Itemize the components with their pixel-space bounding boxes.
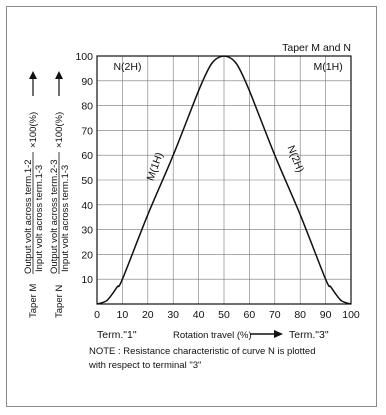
y-tick-label: 90 (81, 76, 93, 88)
y-tick-label: 100 (75, 51, 93, 63)
note-line-1: NOTE : Resistance characteristic of curv… (89, 346, 316, 357)
x-tick-label: 0 (94, 309, 100, 321)
y-label-m-arrow-icon (29, 71, 37, 79)
x-tick-label: 90 (320, 309, 332, 321)
x-tick-label: 40 (193, 309, 205, 321)
y-label-m-prefix: Taper M (28, 284, 39, 318)
y-label-n: Taper N Output volt across term.2-3 Inpu… (49, 71, 71, 318)
y-tick-label: 40 (81, 200, 93, 212)
x-start-label: Term."1" (97, 329, 137, 341)
y-label-m: Taper M Output volt across term.1-2 Inpu… (23, 71, 45, 318)
annotation-label: M(1H) (314, 61, 343, 73)
note-line-2: with respect to terminal "3" (88, 360, 201, 371)
y-tick-label: 60 (81, 150, 93, 162)
y-tick-label: 80 (81, 101, 93, 113)
figure-frame (6, 6, 377, 407)
y-label-n-suffix: ×100(%) (54, 112, 65, 148)
x-tick-label: 50 (218, 309, 230, 321)
x-tick-label: 60 (244, 309, 256, 321)
y-tick-label: 50 (81, 175, 93, 187)
y-label-n-arrow-icon (55, 71, 63, 79)
y-tick-label: 10 (81, 274, 93, 286)
y-tick-label: 20 (81, 249, 93, 261)
x-tick-label: 100 (342, 309, 360, 321)
y-tick-label: 70 (81, 125, 93, 137)
x-tick-label: 20 (142, 309, 154, 321)
series-lines (96, 55, 352, 305)
annotation-label: N(2H) (113, 61, 141, 73)
x-end-label: Term."3" (289, 329, 329, 341)
tick-labels: 0 10 20 30 40 50 60 70 80 90 100 10 20 30 40 50 60 70 80 90… (75, 51, 359, 321)
series-line (223, 55, 352, 305)
series-line (96, 55, 225, 305)
y-tick-label: 30 (81, 225, 93, 237)
y-label-m-suffix: ×100(%) (28, 112, 39, 148)
x-tick-label: 30 (167, 309, 179, 321)
y-label-n-numerator: Output volt across term.2-3 (49, 159, 60, 274)
x-axis-label: Rotation travel (%) (173, 330, 252, 341)
x-tick-label: 10 (117, 309, 129, 321)
y-label-m-numerator: Output volt across term.1-2 (23, 159, 34, 274)
y-label-m-denominator: Input volt across term.1-3 (34, 165, 45, 272)
y-label-n-denominator: Input volt across term.1-3 (60, 165, 71, 272)
x-axis-arrow (250, 330, 283, 338)
y-label-n-prefix: Taper N (54, 285, 65, 318)
grid (97, 56, 351, 304)
curve-label: N(2H) (285, 144, 307, 174)
x-tick-label: 80 (294, 309, 306, 321)
chart-title: Taper M and N (282, 42, 351, 54)
x-tick-label: 70 (269, 309, 281, 321)
